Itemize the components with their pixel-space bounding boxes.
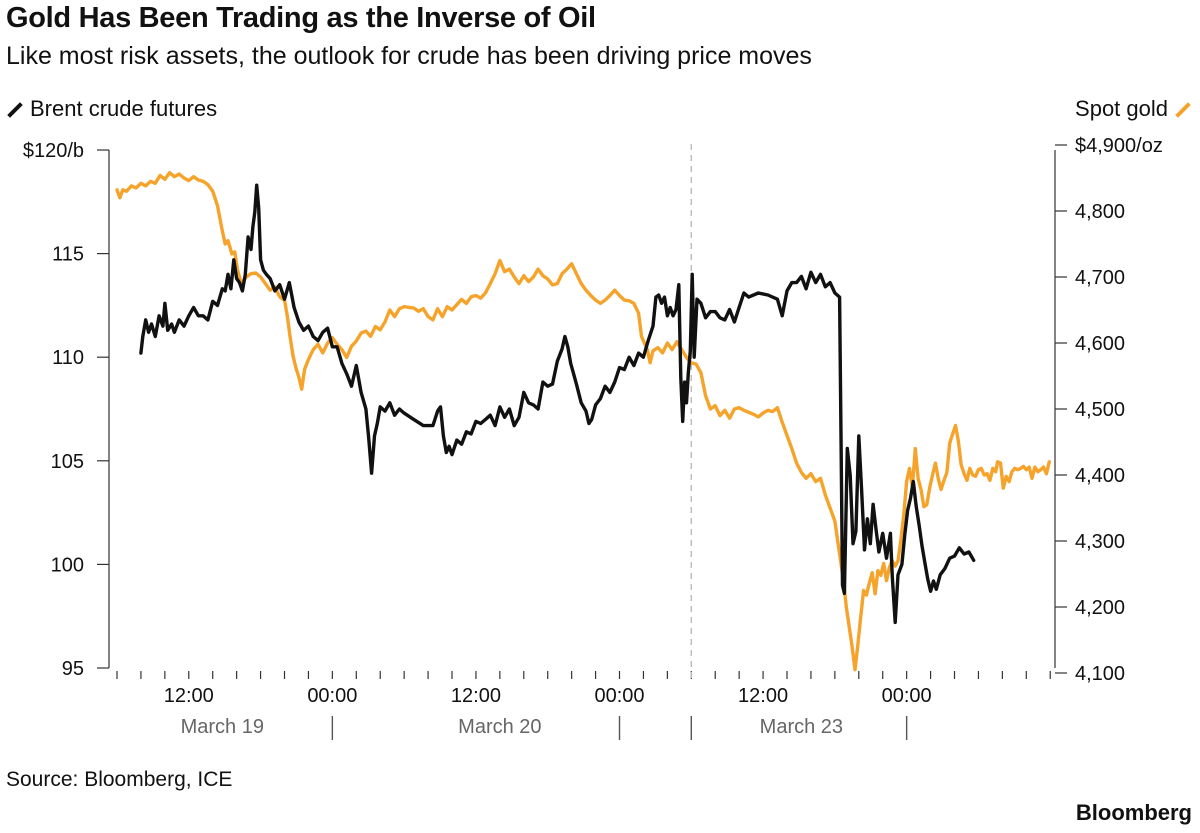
x-axis-tick-label: 00:00 xyxy=(882,685,932,707)
left-axis-tick-label: 105 xyxy=(51,451,84,473)
gold-price-line xyxy=(115,171,1051,672)
x-axis-date-label: March 19 xyxy=(181,716,264,738)
legend-gold-label: Spot gold xyxy=(1075,96,1168,121)
right-axis-tick-label: 4,600 xyxy=(1075,333,1125,355)
brand-logo: Bloomberg xyxy=(1075,800,1192,825)
left-axis-tick-label: 115 xyxy=(52,244,84,266)
right-axis-tick-label: 4,700 xyxy=(1075,267,1125,289)
right-axis-tick-label: 4,200 xyxy=(1075,597,1125,619)
right-axis-tick-label: 4,400 xyxy=(1075,465,1125,487)
left-axis-tick-label: 95 xyxy=(62,658,84,680)
source-note: Source: Bloomberg, ICE xyxy=(6,768,233,791)
x-axis-tick-label: 00:00 xyxy=(307,685,357,707)
left-axis-tick-label: 110 xyxy=(52,347,84,369)
oil-price-line xyxy=(139,183,976,625)
x-axis-tick-label: 00:00 xyxy=(594,685,644,707)
x-axis-tick-label: 12:00 xyxy=(164,685,214,707)
x-axis-tick-label: 12:00 xyxy=(451,685,501,707)
legend-oil-label: Brent crude futures xyxy=(30,96,218,121)
chart-subtitle: Like most risk assets, the outlook for c… xyxy=(6,42,812,70)
legend-oil: Brent crude futures xyxy=(6,96,217,122)
left-axis-tick-label: 100 xyxy=(51,554,84,576)
right-axis-tick-label: 4,500 xyxy=(1075,399,1125,421)
x-axis-date-label: March 20 xyxy=(458,716,541,738)
right-axis-tick-label: 4,800 xyxy=(1075,201,1125,223)
right-axis-tick-label: $4,900/oz xyxy=(1075,135,1163,157)
chart-title: Gold Has Been Trading as the Inverse of … xyxy=(6,2,596,34)
x-axis-tick-label: 12:00 xyxy=(738,685,788,707)
legend-gold: Spot gold xyxy=(1075,96,1192,122)
right-axis-tick-label: 4,300 xyxy=(1075,531,1125,553)
right-axis-tick-label: 4,100 xyxy=(1075,663,1125,685)
x-axis-date-label: March 23 xyxy=(760,716,843,738)
left-axis-tick-label: $120/b xyxy=(23,140,84,162)
